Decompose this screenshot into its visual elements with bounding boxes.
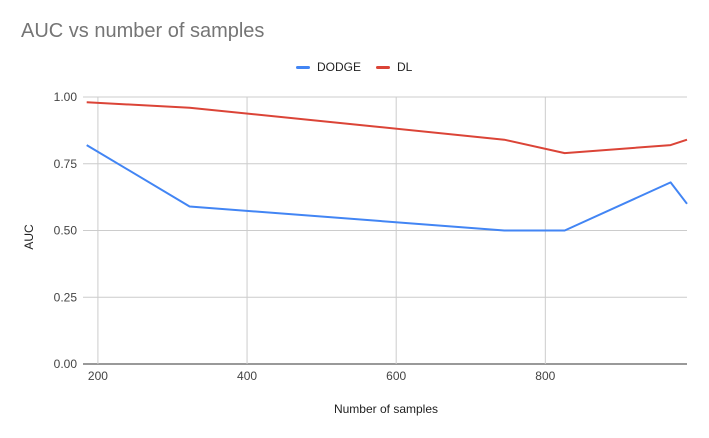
x-tick-label: 200 <box>88 369 108 383</box>
y-tick-label: 0.50 <box>54 224 78 238</box>
legend: DODGE DL <box>0 60 709 76</box>
series-line-dodge[interactable] <box>86 144 688 232</box>
y-tick-label: 0.00 <box>54 357 78 371</box>
tick-layer: 0.00 0.25 0.50 0.75 1.00 200 400 600 800 <box>54 90 556 383</box>
x-tick-label: 400 <box>237 369 257 383</box>
grid-layer <box>83 96 687 365</box>
legend-label-dodge: DODGE <box>317 60 362 74</box>
x-axis-title: Number of samples <box>334 402 438 416</box>
series-layer <box>86 101 688 232</box>
y-tick-label: 0.75 <box>54 157 78 171</box>
series-line-dl[interactable] <box>86 101 688 155</box>
legend-item-dl[interactable]: DL <box>376 60 412 74</box>
chart-title: AUC vs number of samples <box>21 20 265 42</box>
y-tick-label: 1.00 <box>54 90 78 104</box>
legend-item-dodge[interactable]: DODGE <box>296 60 361 74</box>
legend-swatch-dl <box>376 65 390 69</box>
y-axis-title: AUC <box>22 224 36 250</box>
y-tick-label: 0.25 <box>54 290 78 304</box>
x-tick-label: 600 <box>386 369 406 383</box>
legend-swatch-dodge <box>296 65 310 69</box>
x-tick-label: 800 <box>535 369 555 383</box>
legend-label-dl: DL <box>397 60 413 74</box>
